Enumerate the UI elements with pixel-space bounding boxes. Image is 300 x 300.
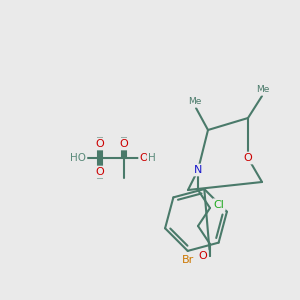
Text: Br: Br	[182, 255, 194, 265]
Text: HO: HO	[70, 153, 86, 163]
Text: Me: Me	[188, 98, 202, 106]
Text: O: O	[199, 251, 207, 261]
Text: H: H	[148, 153, 156, 163]
Text: N: N	[194, 165, 202, 175]
Text: Cl: Cl	[214, 200, 224, 210]
Text: O: O	[96, 167, 104, 177]
Text: O: O	[244, 153, 252, 163]
Text: O: O	[96, 139, 104, 149]
Text: Me: Me	[256, 85, 270, 94]
Text: O: O	[120, 139, 128, 149]
Text: O: O	[140, 153, 148, 163]
